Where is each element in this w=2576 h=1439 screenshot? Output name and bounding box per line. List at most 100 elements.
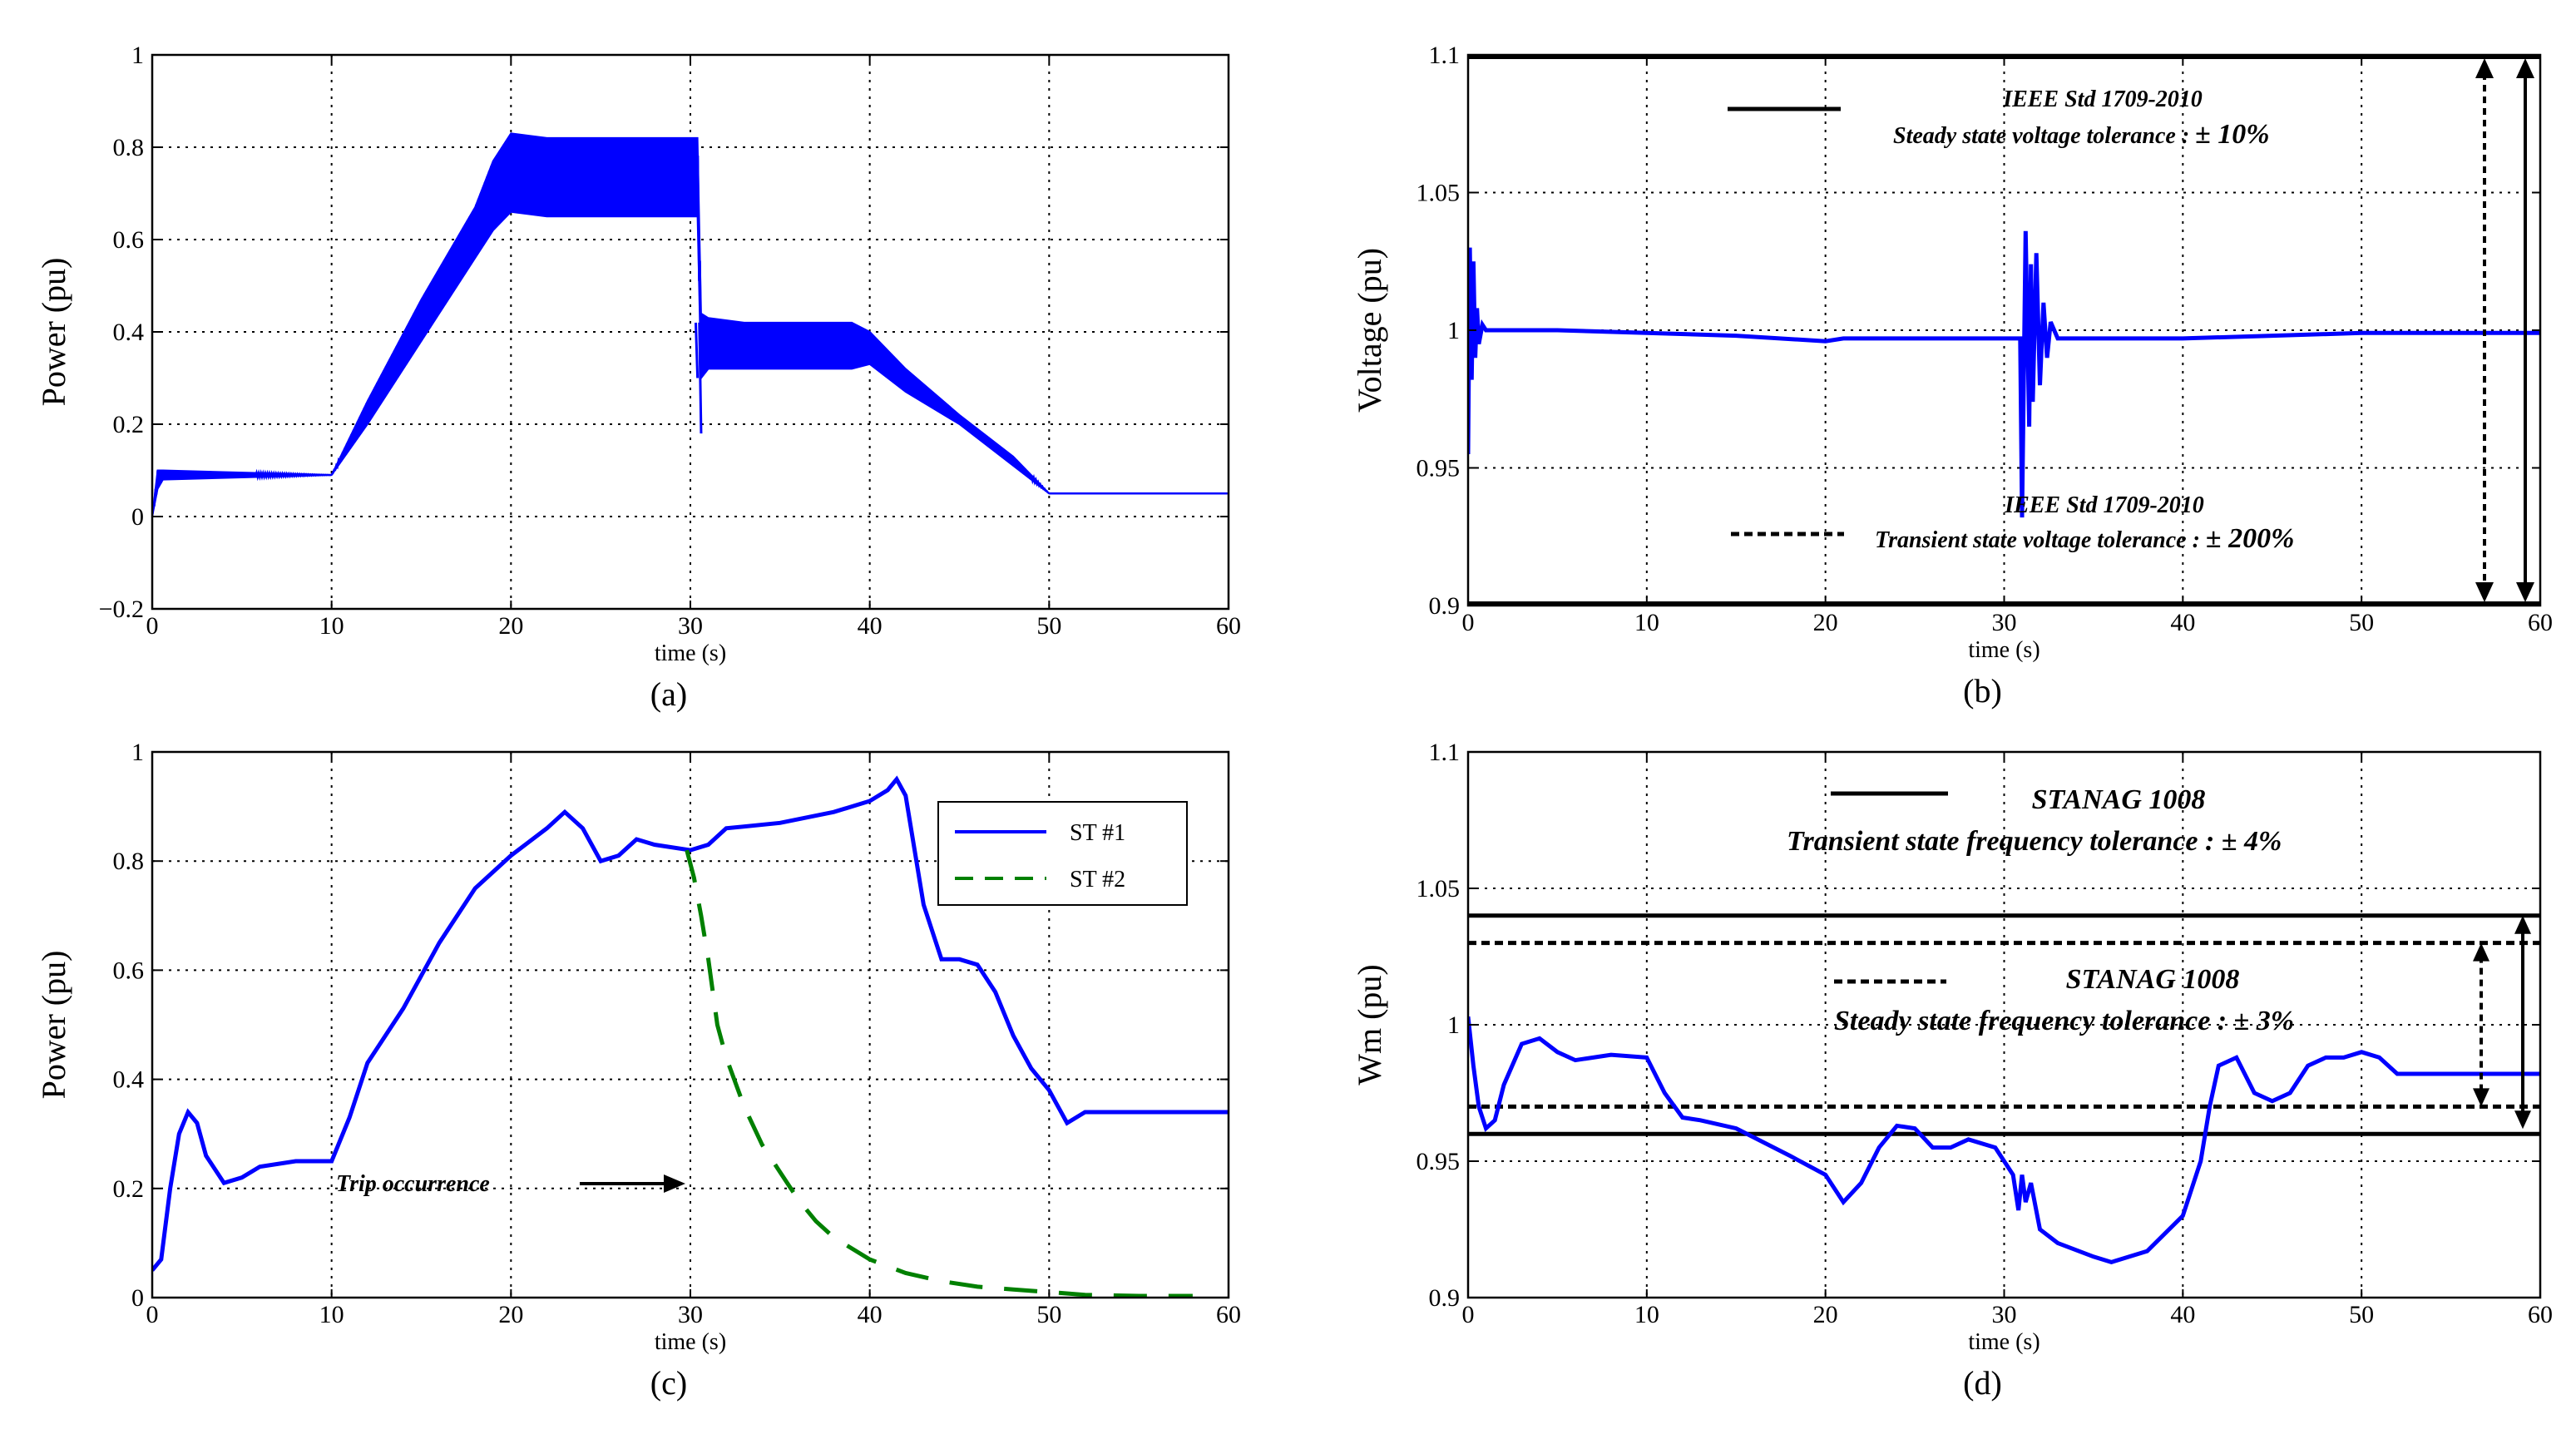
panel-b-y-tick-label: 1: [1447, 317, 1460, 344]
panel-d-x-axis-label: time (s): [1968, 1329, 2040, 1355]
panel-b-steady-arrow-head-bottom: [2516, 582, 2534, 602]
panel-c-legend-label-1: ST #1: [1070, 820, 1125, 846]
panel-a-y-tick-label: 0.6: [113, 226, 145, 254]
panel-b-steady-arrow-head-top: [2516, 58, 2534, 78]
panel-a-caption: (a): [650, 675, 687, 713]
panel-a-x-tick-label: 20: [498, 612, 523, 640]
panel-d-legend-solid-desc-text: Transient state frequency tolerance :: [1787, 826, 2222, 857]
panel-d-transient-arrow-head-top: [2514, 915, 2531, 934]
panel-b-legend-dashed-label: IEEE Std 1709-2010: [2004, 492, 2204, 518]
panel-b-legend-solid-label: IEEE Std 1709-2010: [2002, 87, 2203, 112]
panel-b-x-tick-label: 50: [2349, 609, 2374, 636]
panel-d-legend-solid-label: STANAG 1008: [2032, 784, 2206, 815]
panel-b-legend-dashed-desc: Transient state voltage tolerance : ± 20…: [1875, 523, 2294, 554]
panel-c-x-tick-label: 0: [146, 1301, 159, 1328]
panel-c-x-tick-label: 20: [498, 1301, 523, 1328]
panel-d-legend-dashed-desc: Steady state frequency tolerance : ± 3%: [1834, 1006, 2294, 1036]
panel-b-y-tick-label: 1.1: [1429, 42, 1461, 69]
panel-c-y-tick-label: 0.2: [113, 1175, 145, 1203]
panel-d-wm-chart: 0 10 20 30 40 50 60 0.9 0.95 1 1.05 1.1 STANAG 1008…: [1351, 739, 2553, 1402]
panel-d-x-tick-label: 20: [1813, 1301, 1838, 1328]
panel-c-legend-box: [937, 801, 1188, 906]
panel-d-caption: (d): [1963, 1364, 2002, 1402]
panel-b-voltage-line: [1468, 230, 2540, 518]
panel-c-y-tick-label: 0.4: [113, 1066, 145, 1094]
panel-a-power-spike: [698, 322, 703, 434]
panel-a-y-tick-label: 0: [131, 503, 144, 531]
panel-d-legend-dashed-desc-text: Steady state frequency tolerance :: [1834, 1006, 2234, 1036]
panel-c-y-tick-label: 1: [131, 739, 144, 766]
panel-b-x-tick-label: 60: [2528, 609, 2553, 636]
panel-b-legend-solid-desc: Steady state voltage tolerance : ± 10%: [1893, 119, 2270, 150]
panel-c-y-tick-label: 0.8: [113, 848, 145, 875]
panel-c-x-axis-label: time (s): [655, 1329, 726, 1355]
panel-d-x-tick-label: 50: [2349, 1301, 2374, 1328]
panel-a-x-tick-label: 60: [1216, 612, 1241, 640]
panel-d-steady-arrow-head-bottom: [2473, 1088, 2489, 1107]
panel-a-power-line: [152, 133, 1228, 517]
panel-d-legend-solid-value: ± 4%: [2222, 826, 2282, 857]
panel-d-wm-line: [1468, 1016, 2540, 1265]
panel-b-y-tick-label: 1.05: [1417, 180, 1461, 207]
panel-d-y-tick-label: 1.1: [1429, 739, 1461, 766]
panel-a-y-tick-label: 0.4: [113, 319, 145, 346]
panel-b-voltage-chart: 0 10 20 30 40 50 60 0.9 0.95 1 1.05 1.1 IEEE Std 17…: [1351, 42, 2553, 710]
panel-d-steady-arrow-head-top: [2473, 942, 2489, 962]
panel-b-transient-arrow-head-top: [2475, 58, 2494, 78]
panel-b-x-tick-label: 20: [1813, 609, 1838, 636]
panel-c-legend-label-2: ST #2: [1070, 867, 1125, 893]
panel-a-x-tick-label: 50: [1036, 612, 1061, 640]
panel-a-x-tick-label: 10: [319, 612, 344, 640]
panel-a-y-tick-label: 1: [131, 42, 144, 69]
panel-b-x-tick-label: 30: [1992, 609, 2017, 636]
panel-b-x-tick-label: 10: [1634, 609, 1659, 636]
panel-c-series-2-line: [685, 849, 1193, 1298]
panel-c-trip-annotation: Trip occurrence: [336, 1171, 490, 1197]
panel-c-power-chart: 0 10 20 30 40 50 60 0 0.2 0.4 0.6 0.8 1 ST #1 ST #2 Tr…: [35, 739, 1241, 1402]
panel-b-transient-arrow-head-bottom: [2475, 582, 2494, 602]
panel-b-x-axis-label: time (s): [1968, 637, 2040, 663]
panel-c-x-tick-label: 10: [319, 1301, 344, 1328]
panel-d-x-tick-label: 30: [1992, 1301, 2017, 1328]
panel-d-y-axis-label: Wm (pu): [1351, 964, 1388, 1085]
panel-d-x-tick-label: 40: [2170, 1301, 2195, 1328]
panel-d-x-tick-label: 60: [2528, 1301, 2553, 1328]
panel-a-power-spike: [694, 322, 700, 378]
panel-b-y-axis-label: Voltage (pu): [1351, 248, 1388, 413]
panel-b-legend-dashed-value: ± 200%: [2206, 523, 2294, 554]
panel-c-caption: (c): [650, 1364, 687, 1402]
panel-d-x-tick-label: 0: [1462, 1301, 1475, 1328]
panel-d-transient-arrow-head-bottom: [2514, 1110, 2531, 1130]
panel-b-legend-solid-value: ± 10%: [2195, 119, 2269, 150]
panel-c-trip-arrow-head: [664, 1174, 685, 1193]
panel-d-y-tick-label: 1.05: [1417, 875, 1461, 902]
panel-a-x-tick-label: 30: [678, 612, 703, 640]
panel-a-x-tick-label: 40: [858, 612, 883, 640]
panel-d-y-tick-label: 0.95: [1417, 1148, 1461, 1175]
panel-d-legend-solid-desc: Transient state frequency tolerance : ± …: [1787, 826, 2282, 857]
panel-d-legend-dashed-value: ± 3%: [2234, 1006, 2294, 1036]
panel-d-legend-dashed-label: STANAG 1008: [2066, 964, 2240, 995]
panel-b-y-tick-label: 0.95: [1417, 455, 1461, 482]
panel-a-y-tick-label: 0.8: [113, 134, 145, 161]
panel-b-caption: (b): [1963, 672, 2002, 710]
panel-b-y-tick-label: 0.9: [1429, 592, 1461, 620]
panel-a-y-tick-label: 0.2: [113, 411, 145, 438]
panel-a-y-tick-label: −0.2: [99, 596, 144, 623]
panel-c-series-1-line: [152, 775, 1229, 1272]
panel-c-x-tick-label: 60: [1216, 1301, 1241, 1328]
panel-d-y-tick-label: 1: [1447, 1011, 1460, 1039]
panel-c-x-tick-label: 50: [1036, 1301, 1061, 1328]
panel-b-legend-dashed-desc-text: Transient state voltage tolerance :: [1875, 527, 2206, 553]
panel-b-legend-solid-desc-text: Steady state voltage tolerance :: [1893, 123, 2195, 149]
panel-d-x-tick-label: 10: [1634, 1301, 1659, 1328]
panel-c-x-tick-label: 40: [858, 1301, 883, 1328]
panel-c-y-tick-label: 0: [131, 1284, 144, 1312]
panel-c-x-tick-label: 30: [678, 1301, 703, 1328]
panel-b-x-tick-label: 40: [2170, 609, 2195, 636]
panel-c-y-axis-label: Power (pu): [35, 951, 72, 1100]
panel-a-x-axis-label: time (s): [655, 640, 726, 666]
panel-c-y-tick-label: 0.6: [113, 957, 145, 984]
panel-d-y-tick-label: 0.9: [1429, 1284, 1461, 1312]
